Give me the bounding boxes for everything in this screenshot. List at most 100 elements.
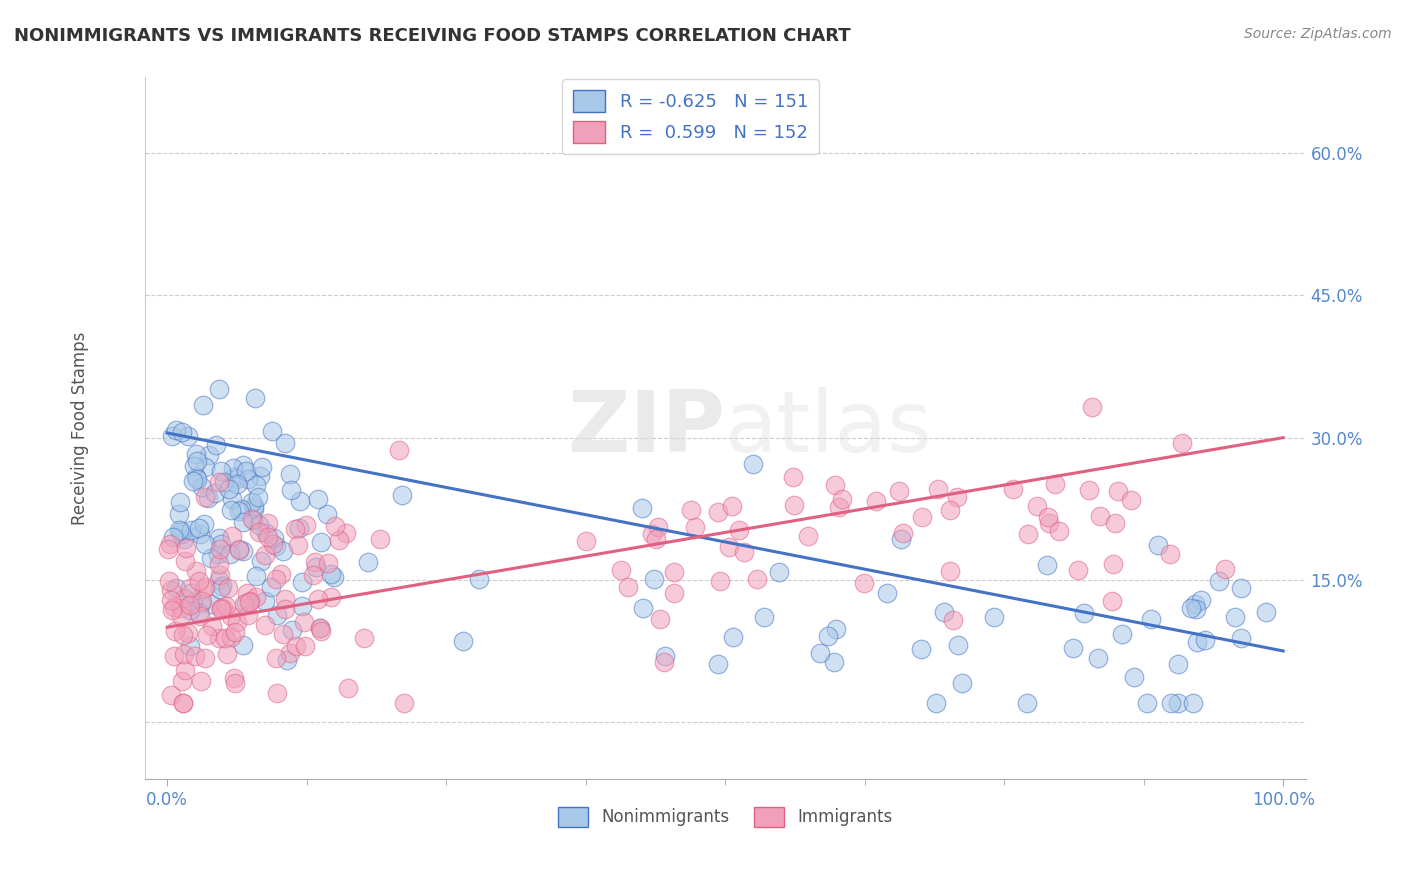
Immigrants	[173, 591, 195, 605]
Immigrants	[294, 640, 316, 654]
Immigrants	[214, 631, 236, 645]
Immigrants	[942, 613, 965, 627]
Immigrants	[797, 529, 820, 543]
Nonimmigrants	[1225, 610, 1247, 624]
Immigrants	[172, 696, 194, 710]
Immigrants	[662, 586, 685, 600]
Immigrants	[652, 656, 675, 670]
Nonimmigrants	[167, 507, 190, 521]
Nonimmigrants	[1062, 640, 1084, 655]
Immigrants	[323, 518, 346, 533]
Immigrants	[1067, 563, 1090, 577]
Nonimmigrants	[249, 554, 271, 568]
Nonimmigrants	[271, 544, 294, 558]
Immigrants	[179, 598, 201, 612]
Nonimmigrants	[225, 477, 247, 491]
Immigrants	[184, 564, 207, 578]
Immigrants	[1170, 435, 1192, 450]
Nonimmigrants	[1160, 696, 1182, 710]
Nonimmigrants	[287, 521, 309, 535]
Immigrants	[191, 594, 214, 608]
Nonimmigrants	[162, 529, 184, 543]
Immigrants	[247, 524, 270, 539]
Nonimmigrants	[309, 621, 332, 635]
Immigrants	[1159, 548, 1181, 562]
Immigrants	[160, 592, 183, 607]
Nonimmigrants	[946, 638, 969, 652]
Immigrants	[328, 533, 350, 548]
Nonimmigrants	[707, 657, 730, 671]
Immigrants	[245, 591, 267, 605]
Nonimmigrants	[752, 610, 775, 624]
Nonimmigrants	[181, 474, 204, 488]
Nonimmigrants	[1073, 606, 1095, 620]
Nonimmigrants	[208, 573, 231, 587]
Nonimmigrants	[180, 524, 202, 538]
Immigrants	[891, 525, 914, 540]
Immigrants	[1045, 476, 1067, 491]
Immigrants	[284, 639, 307, 653]
Nonimmigrants	[232, 515, 254, 529]
Nonimmigrants	[235, 464, 257, 478]
Nonimmigrants	[209, 537, 232, 551]
Nonimmigrants	[1136, 696, 1159, 710]
Nonimmigrants	[1147, 538, 1170, 552]
Immigrants	[706, 505, 728, 519]
Nonimmigrants	[1087, 650, 1109, 665]
Nonimmigrants	[208, 532, 231, 546]
Immigrants	[208, 475, 231, 489]
Immigrants	[644, 532, 666, 546]
Immigrants	[222, 671, 245, 685]
Immigrants	[224, 624, 246, 639]
Nonimmigrants	[219, 547, 242, 561]
Text: Source: ZipAtlas.com: Source: ZipAtlas.com	[1244, 27, 1392, 41]
Nonimmigrants	[242, 513, 264, 527]
Immigrants	[238, 608, 260, 623]
Nonimmigrants	[924, 696, 946, 710]
Immigrants	[215, 647, 238, 661]
Immigrants	[160, 602, 183, 616]
Immigrants	[194, 490, 217, 504]
Immigrants	[174, 541, 197, 556]
Nonimmigrants	[260, 580, 283, 594]
Nonimmigrants	[221, 491, 243, 506]
Immigrants	[683, 520, 706, 534]
Immigrants	[728, 524, 751, 538]
Immigrants	[824, 478, 846, 492]
Nonimmigrants	[1182, 696, 1205, 710]
Immigrants	[1017, 527, 1039, 541]
Immigrants	[309, 624, 332, 639]
Immigrants	[662, 565, 685, 579]
Immigrants	[274, 592, 297, 607]
Nonimmigrants	[212, 475, 235, 490]
Immigrants	[194, 580, 217, 594]
Nonimmigrants	[1254, 605, 1277, 619]
Nonimmigrants	[288, 494, 311, 508]
Immigrants	[1038, 516, 1060, 531]
Immigrants	[616, 581, 638, 595]
Nonimmigrants	[169, 523, 191, 537]
Nonimmigrants	[204, 485, 226, 500]
Immigrants	[747, 572, 769, 586]
Nonimmigrants	[194, 459, 217, 474]
Text: NONIMMIGRANTS VS IMMIGRANTS RECEIVING FOOD STAMPS CORRELATION CHART: NONIMMIGRANTS VS IMMIGRANTS RECEIVING FO…	[14, 27, 851, 45]
Nonimmigrants	[742, 457, 765, 471]
Nonimmigrants	[307, 491, 329, 506]
Nonimmigrants	[200, 597, 222, 611]
Nonimmigrants	[222, 470, 245, 484]
Immigrants	[257, 529, 280, 543]
Immigrants	[254, 618, 277, 632]
Immigrants	[209, 601, 232, 615]
Nonimmigrants	[950, 676, 973, 690]
Nonimmigrants	[232, 544, 254, 558]
Nonimmigrants	[200, 551, 222, 566]
Nonimmigrants	[218, 482, 240, 496]
Immigrants	[720, 499, 742, 513]
Nonimmigrants	[260, 424, 283, 438]
Nonimmigrants	[253, 594, 276, 608]
Nonimmigrants	[1208, 574, 1230, 588]
Nonimmigrants	[1184, 598, 1206, 612]
Immigrants	[865, 494, 887, 508]
Immigrants	[287, 538, 309, 552]
Nonimmigrants	[876, 585, 898, 599]
